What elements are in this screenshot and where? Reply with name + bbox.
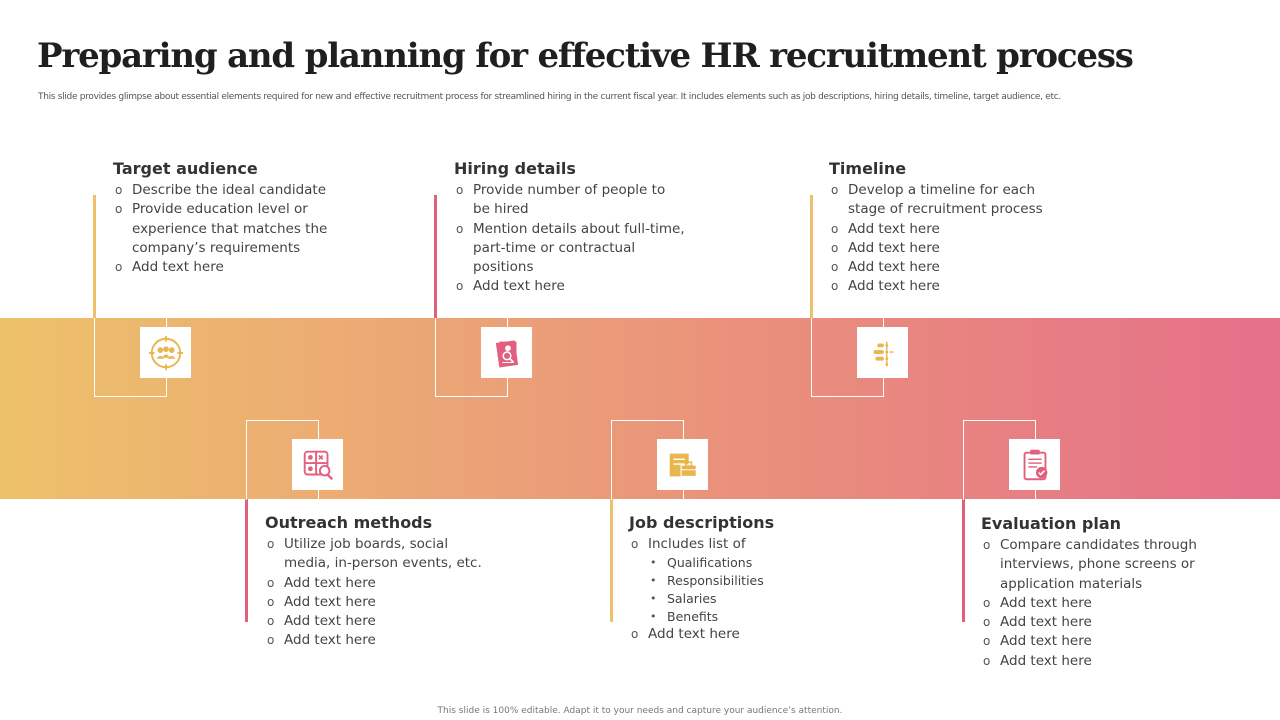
accent-stick-target-audience bbox=[93, 195, 96, 318]
evaluation-plan-icon-box bbox=[1009, 439, 1060, 490]
sub-list-item: Qualifications bbox=[648, 554, 829, 572]
list-item: Add text here bbox=[265, 612, 490, 632]
list-item: Add text here bbox=[829, 258, 1049, 278]
outreach-methods-section: Outreach methods Utilize job boards, soc… bbox=[265, 513, 490, 651]
list-item: Add text here bbox=[981, 594, 1271, 614]
footer-note: This slide is 100% editable. Adapt it to… bbox=[437, 706, 843, 716]
timeline-icon-box bbox=[857, 327, 908, 378]
list-item: Add text here bbox=[629, 625, 829, 645]
gradient-band bbox=[0, 318, 1280, 499]
list-item: Develop a timeline for each stage of rec… bbox=[829, 181, 1049, 220]
section-list: Provide number of people to be hired Men… bbox=[454, 181, 699, 297]
list-item: Add text here bbox=[265, 593, 490, 613]
clipboard-check-icon bbox=[1023, 449, 1047, 480]
timeline-icon bbox=[873, 341, 893, 366]
section-list: Compare candidates through interviews, p… bbox=[981, 536, 1271, 671]
section-list: Utilize job boards, social media, in-per… bbox=[265, 535, 490, 651]
section-title: Hiring details bbox=[454, 159, 576, 178]
job-documents-icon bbox=[669, 453, 697, 477]
list-item: Add text here bbox=[829, 277, 1049, 297]
list-item: Compare candidates through interviews, p… bbox=[981, 536, 1271, 594]
outreach-methods-icon-box bbox=[292, 439, 343, 490]
timeline-section: Timeline Develop a timeline for each sta… bbox=[829, 159, 1049, 297]
target-audience-icon bbox=[148, 335, 183, 370]
list-item: Add text here bbox=[265, 574, 490, 594]
list-item: Provide education level or experience th… bbox=[113, 200, 343, 258]
hiring-details-section: Hiring details Provide number of people … bbox=[454, 159, 699, 297]
accent-stick-job-descriptions bbox=[610, 499, 613, 622]
sub-list-item: Benefits bbox=[648, 608, 829, 626]
job-descriptions-icon-box bbox=[657, 439, 708, 490]
section-title: Job descriptions bbox=[629, 513, 775, 532]
list-item: Add text here bbox=[981, 632, 1271, 652]
accent-stick-evaluation-plan bbox=[962, 499, 965, 622]
list-item: Mention details about full-time, part-ti… bbox=[454, 220, 699, 278]
slide-title: Preparing and planning for effective HR … bbox=[37, 36, 1134, 76]
list-item: Add text here bbox=[829, 220, 1049, 240]
sub-list: Qualifications Responsibilities Salaries… bbox=[648, 554, 829, 625]
accent-stick-outreach-methods bbox=[245, 499, 248, 622]
accent-stick-hiring-details bbox=[434, 195, 437, 318]
list-item: Add text here bbox=[265, 631, 490, 651]
list-item: Utilize job boards, social media, in-per… bbox=[265, 535, 490, 574]
list-item: Add text here bbox=[981, 652, 1271, 672]
job-descriptions-section: Job descriptions Includes list of Qualif… bbox=[629, 513, 829, 645]
section-list: Describe the ideal candidate Provide edu… bbox=[113, 181, 343, 278]
section-title: Target audience bbox=[113, 159, 258, 178]
list-item: Add text here bbox=[829, 239, 1049, 259]
accent-stick-timeline bbox=[810, 195, 813, 318]
section-list: Includes list of Qualifications Responsi… bbox=[629, 535, 829, 645]
sub-list-item: Responsibilities bbox=[648, 572, 829, 590]
target-audience-section: Target audience Describe the ideal candi… bbox=[113, 159, 343, 278]
evaluation-plan-section: Evaluation plan Compare candidates throu… bbox=[981, 514, 1271, 671]
section-title: Outreach methods bbox=[265, 513, 433, 532]
outreach-strategy-icon bbox=[303, 450, 333, 480]
list-item: Describe the ideal candidate bbox=[113, 181, 343, 201]
list-item-text: Includes list of bbox=[648, 536, 746, 552]
list-item: Add text here bbox=[454, 277, 699, 297]
slide-subtitle: This slide provides glimpse about essent… bbox=[38, 92, 1061, 102]
hiring-details-icon-box bbox=[481, 327, 532, 378]
section-title: Evaluation plan bbox=[981, 514, 1122, 533]
section-list: Develop a timeline for each stage of rec… bbox=[829, 181, 1049, 297]
list-item: Provide number of people to be hired bbox=[454, 181, 668, 220]
list-item: Add text here bbox=[113, 258, 343, 278]
list-item: Add text here bbox=[981, 613, 1271, 633]
target-audience-icon-box bbox=[140, 327, 191, 378]
section-title: Timeline bbox=[829, 159, 907, 178]
candidate-search-icon bbox=[495, 339, 518, 368]
sub-list-item: Salaries bbox=[648, 590, 829, 608]
list-item: Includes list of Qualifications Responsi… bbox=[629, 535, 829, 625]
